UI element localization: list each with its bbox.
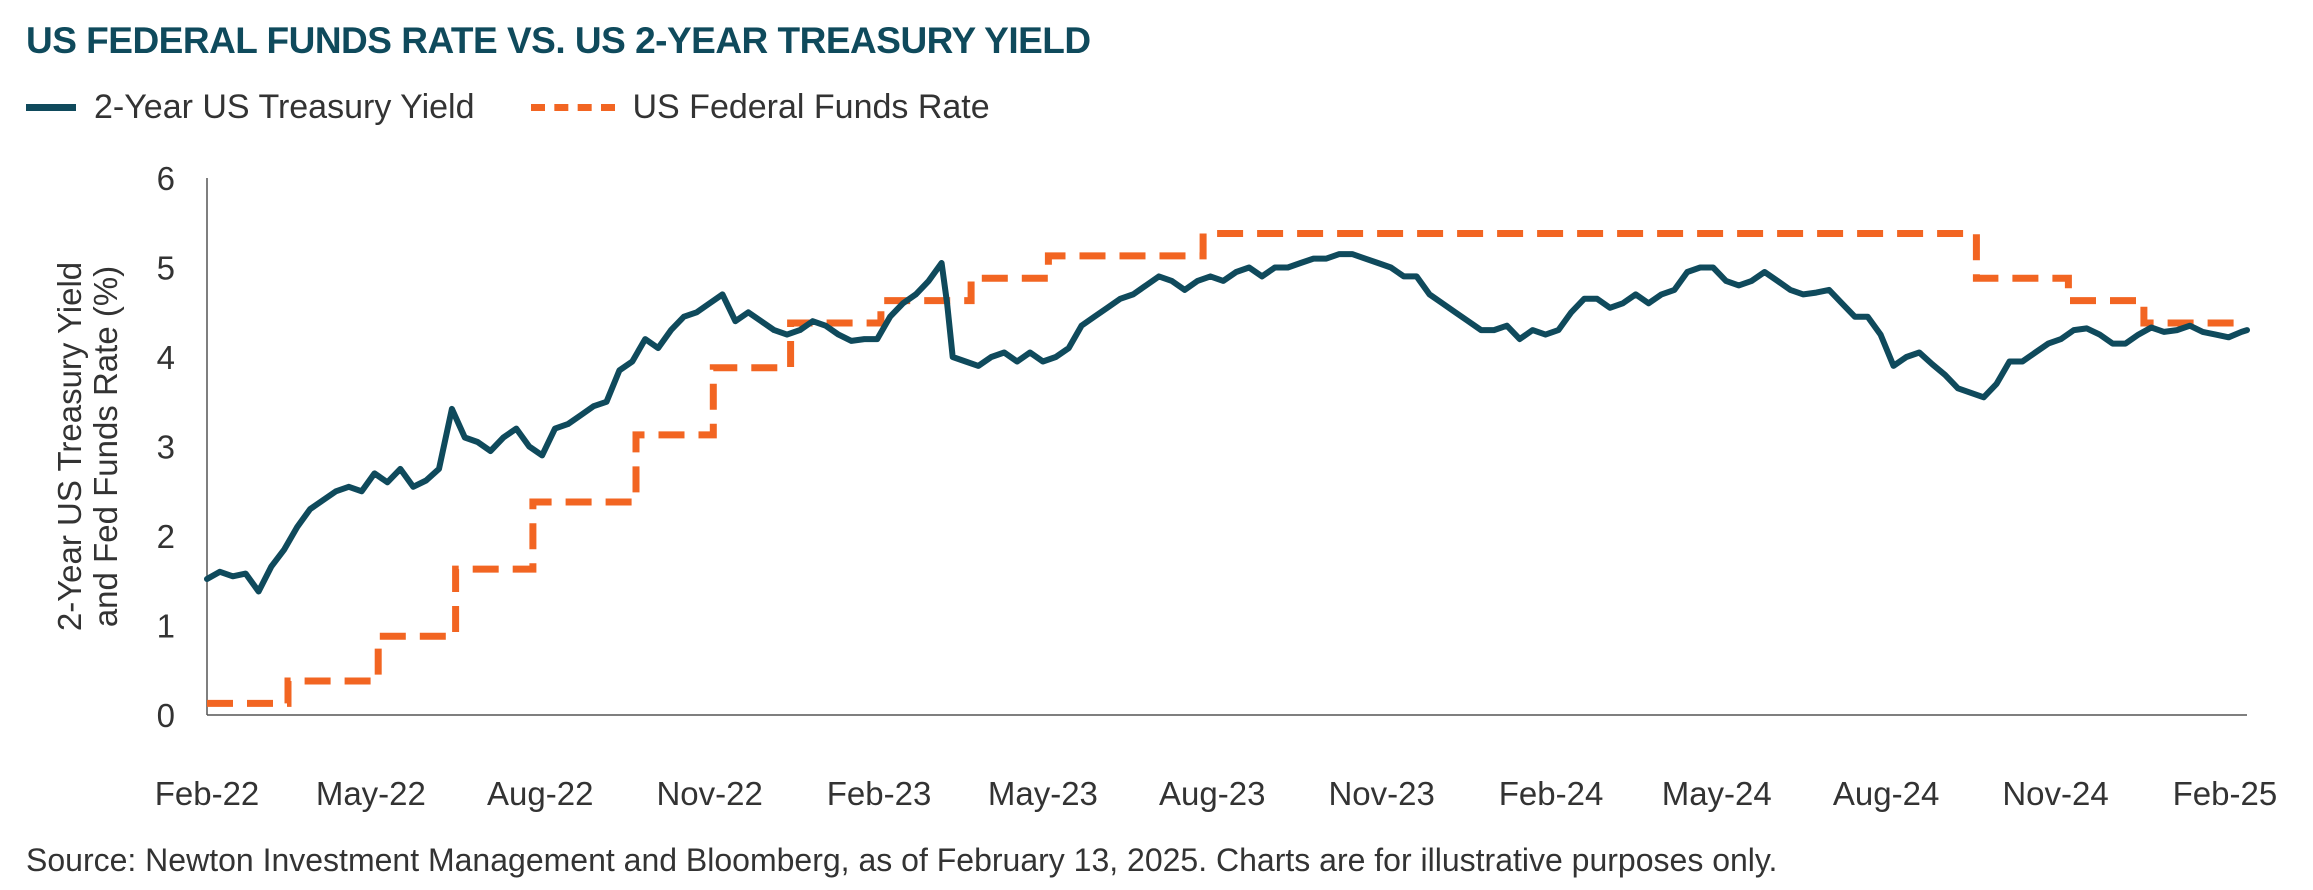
series-line-treasury (204, 251, 2250, 595)
y-tick-label: 4 (157, 339, 175, 376)
y-tick-label: 3 (157, 429, 175, 466)
x-tick-label: Aug-24 (1833, 775, 1939, 812)
legend-label-fedfunds: US Federal Funds Rate (632, 87, 990, 126)
x-tick-label: Feb-24 (1499, 775, 1604, 812)
x-tick-label: May-23 (988, 775, 1098, 812)
legend-swatch-solid (26, 103, 76, 111)
line-chart: 0 1 2 3 4 5 6 Feb-22 May-22 Aug-22 Nov-22 Feb-23 May… (51, 160, 2278, 812)
y-tick-label: 0 (157, 697, 175, 734)
x-tick-label: Aug-22 (487, 775, 593, 812)
x-tick-label: Feb-23 (827, 775, 932, 812)
y-tick-label: 5 (157, 250, 175, 287)
x-tick-label: Aug-23 (1159, 775, 1265, 812)
chart-title: US FEDERAL FUNDS RATE VS. US 2-YEAR TREA… (26, 20, 1091, 61)
legend-item-fedfunds: US Federal Funds Rate (530, 87, 990, 127)
x-tick-label: Nov-22 (656, 775, 762, 812)
y-axis-label-line: and Fed Funds Rate (%) (87, 266, 124, 627)
x-tick-label: May-24 (1662, 775, 1772, 812)
legend-label-treasury: 2-Year US Treasury Yield (94, 87, 475, 126)
legend-item-treasury: 2-Year US Treasury Yield (26, 88, 475, 127)
y-axis-label-line: 2-Year US Treasury Yield (51, 262, 88, 631)
x-tick-label: Nov-23 (1328, 775, 1434, 812)
legend-swatch-dashed (530, 103, 615, 111)
legend: 2-Year US Treasury Yield US Federal Fund… (26, 82, 1046, 132)
x-tick-label: May-22 (316, 775, 426, 812)
series-line-fedfunds (207, 230, 2247, 707)
y-tick-label: 1 (157, 608, 175, 645)
x-tick-label: Nov-24 (2002, 775, 2108, 812)
y-tick-label: 6 (157, 160, 175, 197)
y-tick-label: 2 (157, 518, 175, 555)
source-note: Source: Newton Investment Management and… (26, 842, 1778, 878)
x-tick-label: Feb-25 (2173, 775, 2278, 812)
x-tick-label: Feb-22 (155, 775, 260, 812)
